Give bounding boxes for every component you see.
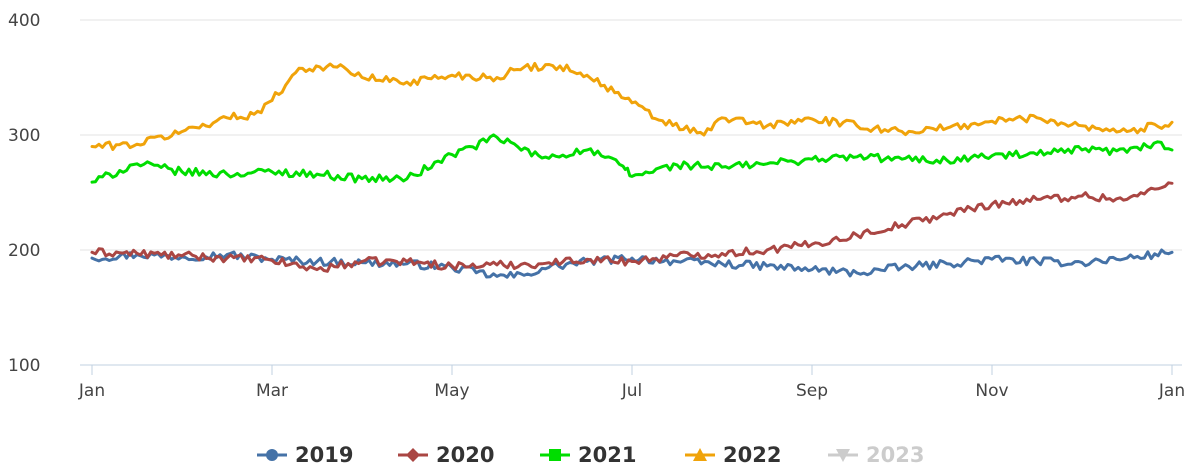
legend-item-2021[interactable]: 2021	[540, 443, 636, 467]
y-tick-label: 200	[8, 241, 40, 261]
series-line-2021	[90, 133, 1174, 184]
legend-marker-circle	[266, 449, 278, 461]
x-tick-label: Jan	[1158, 381, 1185, 401]
series-line-2020	[90, 181, 1174, 273]
x-tick-label: Nov	[975, 381, 1008, 401]
series-line-2022	[90, 62, 1174, 151]
legend-label: 2022	[723, 443, 781, 467]
x-tick-label: Sep	[796, 381, 828, 401]
legend-item-2019[interactable]: 2019	[257, 443, 353, 467]
grid-layer	[80, 19, 1182, 366]
legend: 2019 2020 2021 2022 2023	[257, 443, 924, 467]
legend-label: 2023	[866, 443, 924, 467]
legend-item-2022[interactable]: 2022	[685, 443, 781, 467]
legend-label: 2019	[295, 443, 353, 467]
x-tick-label: Jan	[78, 381, 105, 401]
x-tick-label: Mar	[256, 381, 288, 401]
x-tick-label: Jul	[621, 381, 643, 401]
legend-item-2020[interactable]: 2020	[398, 443, 494, 467]
legend-label: 2021	[578, 443, 636, 467]
legend-item-2023[interactable]: 2023	[828, 443, 924, 467]
x-tick-label: May	[434, 381, 469, 401]
series-layer	[90, 62, 1174, 279]
y-tick-label: 300	[8, 126, 40, 146]
series-line-2019	[90, 248, 1174, 279]
y-tick-label: 100	[8, 356, 40, 376]
legend-marker-triangle-down	[836, 449, 850, 462]
legend-marker-diamond	[406, 448, 420, 462]
legend-label: 2020	[436, 443, 494, 467]
legend-marker-triangle	[693, 448, 707, 461]
axis-layer: 100 200 300 400 Jan Mar May Jul Sep Nov Jan	[8, 11, 1185, 401]
legend-marker-square	[549, 449, 561, 461]
y-tick-label: 400	[8, 11, 40, 31]
